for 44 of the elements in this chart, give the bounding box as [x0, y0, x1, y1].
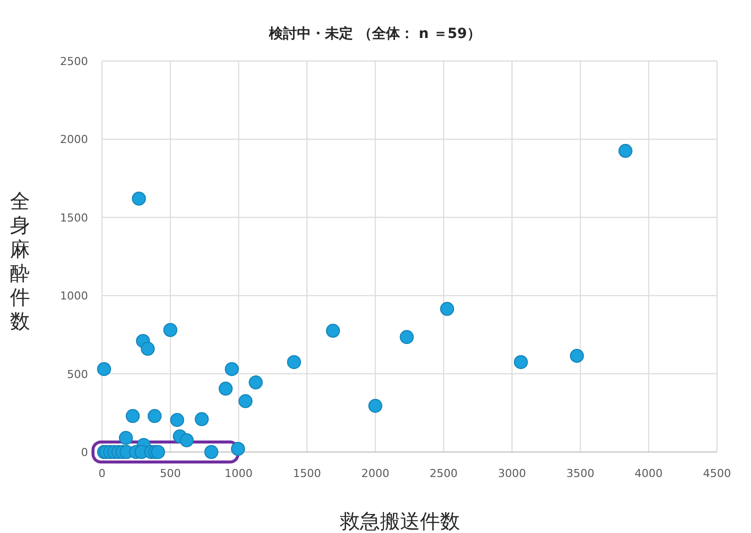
y-axis-title: 全身麻酔件数: [10, 189, 30, 333]
point: [440, 302, 454, 316]
point: [126, 409, 140, 424]
y-tick-label: 0: [81, 446, 88, 459]
point: [224, 362, 239, 376]
point: [230, 442, 245, 456]
x-tick-label: 2500: [430, 467, 458, 480]
y-tick-label: 2500: [60, 55, 88, 68]
point: [204, 445, 218, 459]
point: [140, 342, 155, 356]
x-tick-label: 3500: [566, 467, 594, 480]
point: [570, 348, 584, 363]
x-tick-label: 1000: [224, 467, 253, 480]
x-tick-label: 3000: [498, 467, 526, 480]
x-tick-label: 4000: [634, 467, 663, 480]
x-tick-label: 1500: [293, 467, 321, 480]
point: [400, 330, 414, 344]
y-tick-label: 2000: [60, 133, 88, 146]
y-tick-label: 1500: [60, 211, 88, 224]
point: [170, 412, 184, 427]
x-tick-label: 4500: [703, 467, 731, 480]
point: [618, 144, 632, 158]
point: [514, 355, 528, 370]
x-tick-label: 2000: [361, 467, 390, 480]
point: [97, 362, 112, 376]
y-tick-label: 500: [67, 368, 88, 381]
point: [180, 433, 194, 448]
x-tick-label: 0: [98, 467, 106, 480]
chart-title: 検討中・未定 （全体： n ＝59）: [268, 25, 482, 42]
point: [194, 412, 209, 426]
point: [118, 430, 133, 445]
point: [218, 382, 233, 396]
point: [151, 445, 166, 459]
point: [287, 355, 302, 370]
point: [238, 394, 252, 408]
point: [326, 324, 340, 338]
x-tick-label: 500: [160, 467, 181, 480]
point: [248, 375, 263, 390]
point: [163, 323, 178, 338]
point: [132, 192, 146, 206]
y-tick-label: 1000: [60, 290, 88, 303]
point: [368, 398, 382, 413]
x-axis-title: 救急搬送件数: [339, 509, 460, 533]
point: [148, 409, 162, 424]
